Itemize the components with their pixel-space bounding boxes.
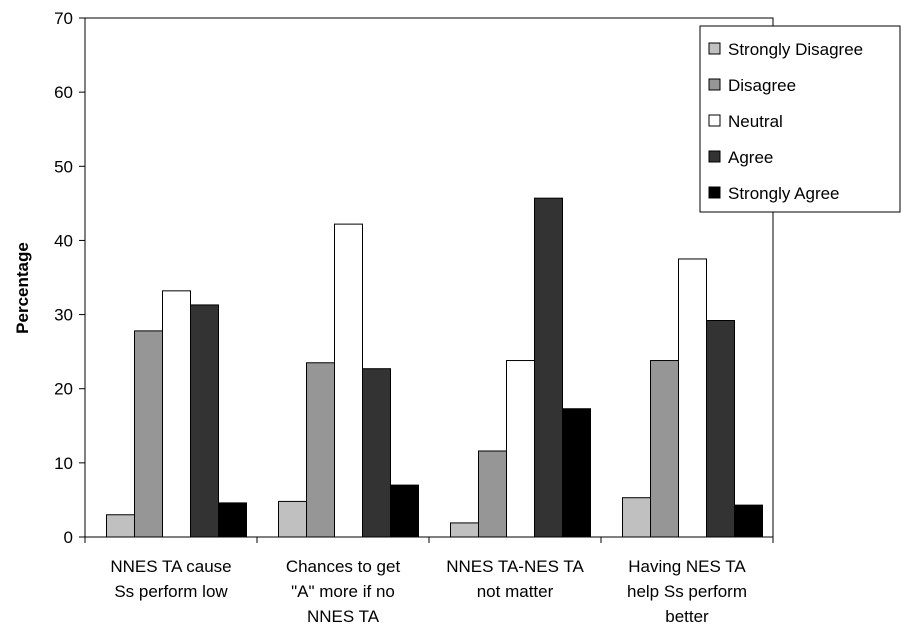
bar — [678, 258, 707, 538]
bar — [478, 450, 507, 538]
bar — [706, 320, 735, 538]
bar — [162, 290, 191, 538]
legend-swatch — [708, 150, 721, 163]
bar — [278, 500, 307, 538]
bar — [134, 330, 163, 538]
y-axis-title: Percentage — [13, 242, 32, 334]
bar — [450, 522, 479, 538]
legend-swatch — [708, 42, 721, 55]
legend: Strongly Disagree Disagree Neutral Agree Str… — [699, 25, 901, 213]
y-axis: 0 10 20 30 40 50 60 70 — [54, 9, 85, 547]
plot-area — [84, 17, 774, 538]
legend-label: Agree — [728, 148, 773, 167]
bar — [562, 408, 591, 538]
x-category-label: Chances to get "A" more if no NNES TA — [286, 557, 401, 626]
x-category-label: NNES TA-NES TA not matter — [446, 557, 584, 601]
bar — [650, 360, 679, 538]
legend-swatch — [708, 78, 721, 91]
x-category-label: Having NES TA help Ss perform better — [627, 557, 747, 626]
x-category-label: NNES TA cause Ss perform low — [110, 557, 231, 601]
bar — [734, 504, 763, 538]
bar — [218, 502, 247, 538]
bar — [390, 484, 419, 538]
legend-label: Strongly Disagree — [728, 40, 863, 59]
bar — [534, 197, 563, 538]
x-axis: NNES TA cause Ss perform low Chances to ge… — [84, 537, 774, 626]
y-tick-label: 30 — [54, 306, 73, 325]
y-tick-label: 40 — [54, 231, 73, 250]
legend-swatch — [708, 186, 721, 199]
bar — [506, 360, 535, 538]
legend-label: Disagree — [728, 76, 796, 95]
legend-swatch — [708, 114, 721, 127]
bar — [622, 497, 651, 538]
y-tick-label: 70 — [54, 9, 73, 28]
legend-label: Neutral — [728, 112, 783, 131]
y-tick-label: 60 — [54, 83, 73, 102]
y-tick-label: 0 — [64, 528, 73, 547]
bar — [106, 514, 135, 538]
bar — [334, 223, 363, 538]
y-tick-label: 10 — [54, 454, 73, 473]
bar — [306, 362, 335, 538]
bar — [190, 304, 219, 538]
legend-box — [699, 25, 901, 213]
bar — [362, 368, 391, 538]
legend-label: Strongly Agree — [728, 184, 840, 203]
y-tick-label: 50 — [54, 157, 73, 176]
y-tick-label: 20 — [54, 380, 73, 399]
